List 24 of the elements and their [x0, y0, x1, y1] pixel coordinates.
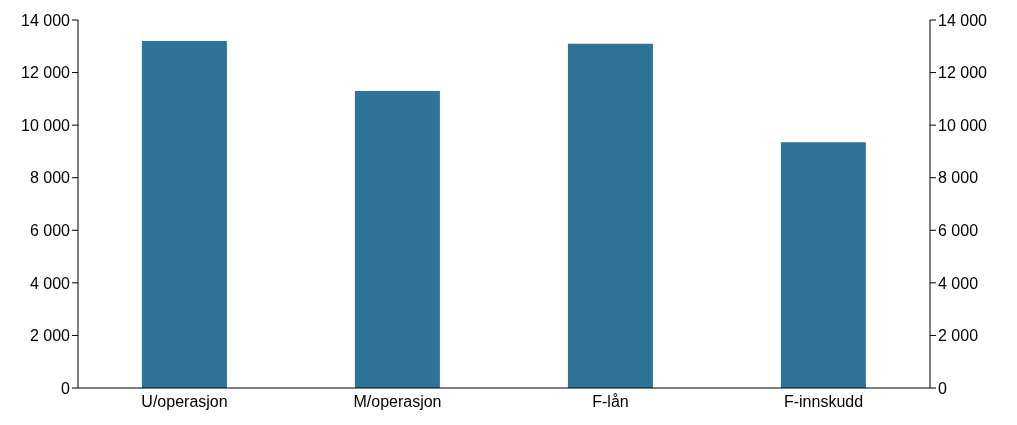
y-tick-label: 14 000 — [21, 11, 71, 29]
y-tick-label: 0 — [61, 379, 71, 397]
x-tick-label: F-innskudd — [783, 393, 864, 411]
bar — [780, 142, 866, 388]
x-tick-label: M/operasjon — [353, 393, 442, 411]
y2-tick-label: 10 000 — [938, 116, 988, 134]
bar — [567, 43, 653, 388]
y2-tick-label: 0 — [938, 379, 947, 397]
y-tick-label: 10 000 — [21, 116, 71, 134]
y-tick-label: 4 000 — [29, 274, 71, 292]
x-tick-label: U/operasjon — [141, 393, 228, 411]
y2-tick-label: 14 000 — [938, 11, 988, 29]
bar — [354, 90, 440, 388]
y2-tick-label: 12 000 — [938, 64, 988, 82]
y-tick-label: 6 000 — [29, 221, 71, 239]
y-tick-label: 2 000 — [29, 327, 71, 345]
y2-tick-label: 4 000 — [938, 274, 979, 292]
y2-tick-label: 6 000 — [938, 221, 979, 239]
x-tick-label: F-lån — [592, 393, 629, 411]
y2-tick-label: 8 000 — [938, 169, 979, 187]
bar — [141, 41, 227, 388]
y2-tick-label: 2 000 — [938, 327, 979, 345]
y-tick-label: 8 000 — [29, 169, 71, 187]
y-tick-label: 12 000 — [21, 64, 71, 82]
